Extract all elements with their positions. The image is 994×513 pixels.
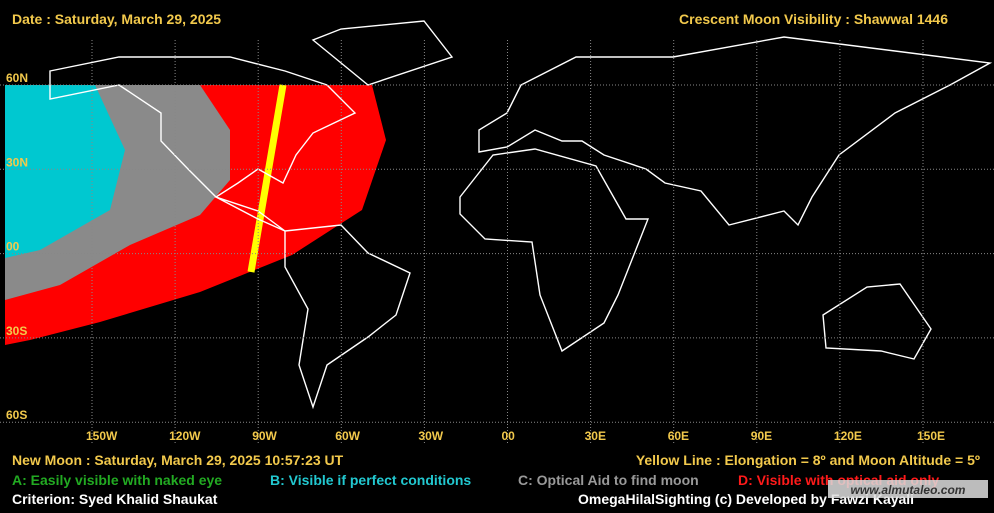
legend-b: B: Visible if perfect conditions xyxy=(270,472,471,488)
watermark: www.almutaleo.com xyxy=(851,483,966,497)
grid: 60N 30N 00 30S 60S 150W 120W 90W 60W 30W 00 30E 60E 9… xyxy=(0,40,994,445)
lon-label: 60E xyxy=(668,429,689,443)
lon-label: 150W xyxy=(86,429,118,443)
zone-b xyxy=(5,85,125,258)
greenland xyxy=(311,20,454,86)
lon-label: 60W xyxy=(335,429,360,443)
eurasia xyxy=(478,36,993,227)
lat-label: 60S xyxy=(6,408,27,422)
lon-label: 120W xyxy=(169,429,201,443)
title: Crescent Moon Visibility : Shawwal 1446 xyxy=(679,11,948,27)
lon-label: 30W xyxy=(418,429,443,443)
lon-label: 30E xyxy=(585,429,606,443)
new-moon: New Moon : Saturday, March 29, 2025 10:5… xyxy=(12,452,344,468)
lon-label: 90E xyxy=(751,429,772,443)
lat-label: 30S xyxy=(6,324,27,338)
lon-label: 90W xyxy=(252,429,277,443)
lon-label: 150E xyxy=(917,429,945,443)
africa xyxy=(459,148,650,353)
legend-c: C: Optical Aid to find moon xyxy=(518,472,699,488)
north-america xyxy=(49,56,357,232)
visibility-zones xyxy=(5,84,386,345)
yellow-line xyxy=(247,84,287,273)
lat-label: 60N xyxy=(6,71,28,85)
south-america xyxy=(284,224,411,410)
criterion: Criterion: Syed Khalid Shaukat xyxy=(12,491,218,507)
lon-label: 00 xyxy=(502,429,516,443)
legend-a: A: Easily visible with naked eye xyxy=(12,472,222,488)
yellow-line-note: Yellow Line : Elongation = 8º and Moon A… xyxy=(636,452,980,468)
watermark-box xyxy=(828,480,988,498)
lat-label: 30N xyxy=(6,155,28,169)
lat-label: 00 xyxy=(6,240,20,254)
lon-label: 120E xyxy=(834,429,862,443)
date: Date : Saturday, March 29, 2025 xyxy=(12,11,221,27)
